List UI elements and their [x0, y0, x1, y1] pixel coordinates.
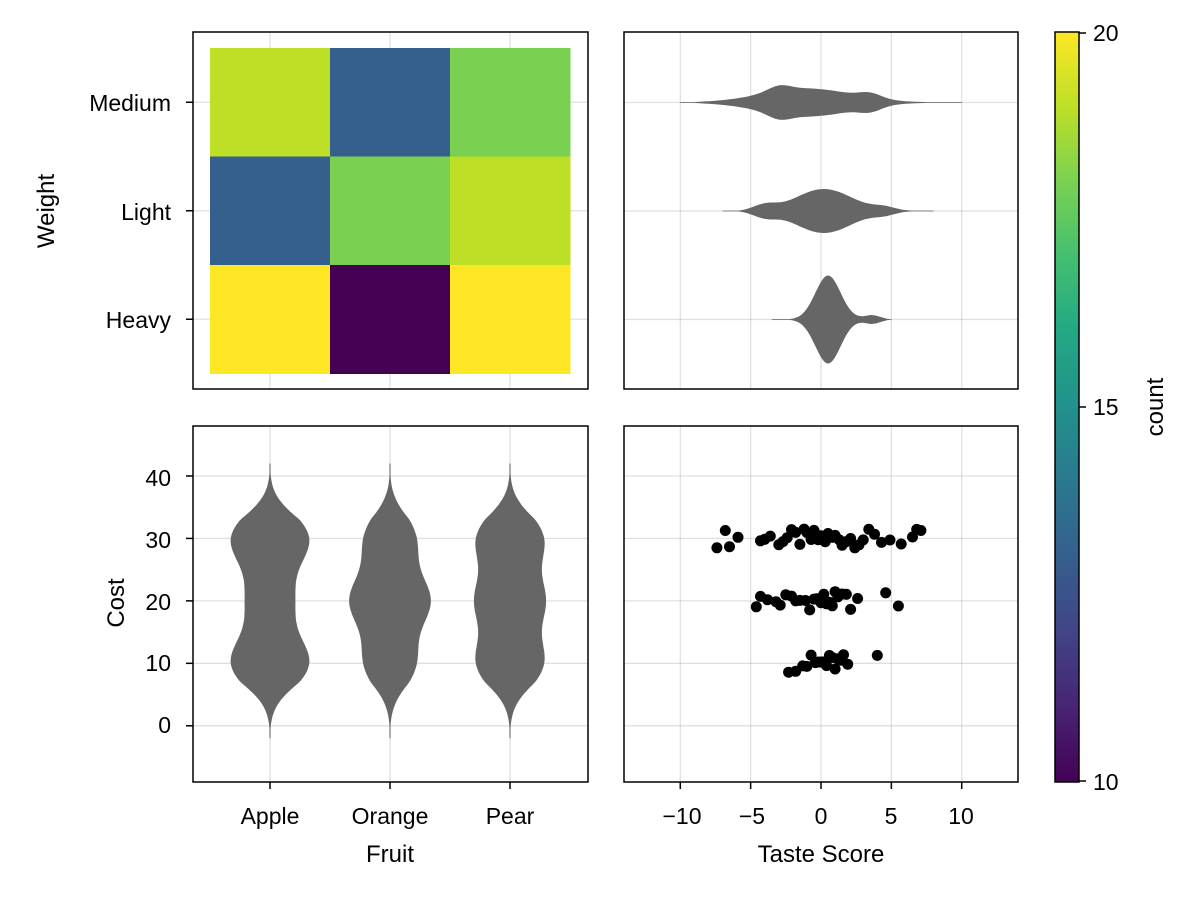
scatter-point [801, 660, 813, 672]
ytick-label-20: 20 [145, 589, 171, 615]
scatter-point [915, 525, 927, 536]
scatter-point [750, 601, 762, 613]
colorbar-gradient [1055, 32, 1079, 782]
scatter-point [895, 538, 907, 550]
scatter-point [794, 538, 806, 550]
scatter-point [892, 600, 904, 612]
scatter-point [781, 532, 793, 544]
xtick-label-10: 10 [948, 803, 974, 829]
scatter-point [732, 531, 744, 543]
hviolin-light [722, 189, 934, 233]
horizontal-violin-panel [623, 31, 1019, 390]
xtick-label-5: 5 [885, 803, 898, 829]
scatter-point [719, 525, 731, 536]
cost-violin-apple [230, 463, 310, 739]
ytick-label-30: 30 [145, 527, 171, 553]
heatmap-cell-pear-light [450, 156, 571, 266]
scatter-point [711, 542, 723, 554]
scatter-point [821, 660, 833, 672]
scatter-point [800, 595, 811, 606]
cost-violin-orange [349, 463, 431, 739]
scatter-point [762, 594, 773, 606]
scatter-point [845, 603, 857, 615]
hviolin-shapes [680, 85, 962, 364]
vviolin-ylabel: Cost [103, 578, 130, 628]
scatter-xlabel: Taste Score [758, 841, 885, 868]
colorbar: 20 15 10 count [1054, 20, 1169, 795]
scatter-point [880, 587, 892, 599]
ytick-label-0: 0 [158, 712, 171, 738]
xtick-label-minus10: −10 [662, 803, 701, 829]
ytick-label-40: 40 [145, 465, 171, 491]
xtick-label-pear: Pear [486, 803, 535, 829]
scatter-point [818, 588, 830, 600]
scatter-point [876, 536, 887, 548]
scatter-point [884, 534, 896, 546]
colorbar-label: count [1142, 377, 1169, 436]
scatter-panel: −10 −5 0 5 10 Taste Score [623, 425, 1019, 868]
ytick-label-10: 10 [145, 650, 171, 676]
scatter-point [790, 526, 802, 538]
scatter-tick-marks [679, 782, 963, 789]
hviolin-medium [680, 85, 962, 120]
scatter-point [857, 534, 869, 546]
scatter-point [826, 600, 838, 612]
xtick-label-orange: Orange [352, 803, 429, 829]
scatter-point [840, 588, 852, 600]
scatter-gridlines [624, 426, 1018, 782]
colorbar-tick-label-15: 15 [1093, 394, 1119, 420]
scatter-point [871, 649, 883, 661]
heatmap-cell-pear-heavy [450, 265, 571, 374]
scatter-points [711, 523, 927, 678]
scatter-point [724, 541, 735, 553]
heatmap-cell-apple-light [210, 156, 331, 266]
hviolin-frame [623, 31, 1019, 390]
heatmap-cell-orange-medium [330, 48, 451, 157]
cost-violin-panel: 40 30 20 10 0 Apple Orange Pear Fruit Co… [103, 425, 589, 868]
scatter-point [838, 649, 849, 661]
heatmap-ylabel: Weight [33, 174, 60, 249]
vviolin-tick-marks [186, 475, 511, 789]
scatter-point [764, 530, 776, 542]
scatter-point [774, 599, 786, 611]
ytick-label-medium: Medium [89, 90, 171, 116]
ytick-label-heavy: Heavy [106, 307, 172, 333]
heatmap-cell-pear-medium [450, 48, 571, 157]
heatmap-cell-apple-heavy [210, 265, 331, 374]
xtick-label-0: 0 [815, 803, 828, 829]
xtick-label-apple: Apple [241, 803, 300, 829]
scatter-point [845, 533, 857, 544]
heatmap-cells [210, 48, 571, 374]
heatmap-cell-apple-medium [210, 48, 331, 157]
vviolin-shapes [230, 463, 547, 739]
heatmap-tick-marks [186, 101, 193, 320]
scatter-point [842, 658, 854, 670]
scatter-point [829, 663, 841, 675]
colorbar-tick-label-10: 10 [1093, 769, 1119, 795]
colorbar-tick-label-20: 20 [1093, 20, 1119, 46]
cost-violin-pear [473, 463, 547, 739]
scatter-point [869, 528, 880, 540]
xtick-label-minus5: −5 [739, 803, 765, 829]
scatter-point [852, 593, 864, 604]
scatter-point [804, 604, 816, 616]
hviolin-heavy [771, 275, 892, 364]
heatmap-cell-orange-light [330, 156, 451, 266]
heatmap-panel: Medium Light Heavy Weight [33, 31, 589, 390]
heatmap-cell-orange-heavy [330, 265, 451, 374]
vviolin-xlabel: Fruit [366, 841, 414, 868]
ytick-label-light: Light [121, 199, 171, 225]
